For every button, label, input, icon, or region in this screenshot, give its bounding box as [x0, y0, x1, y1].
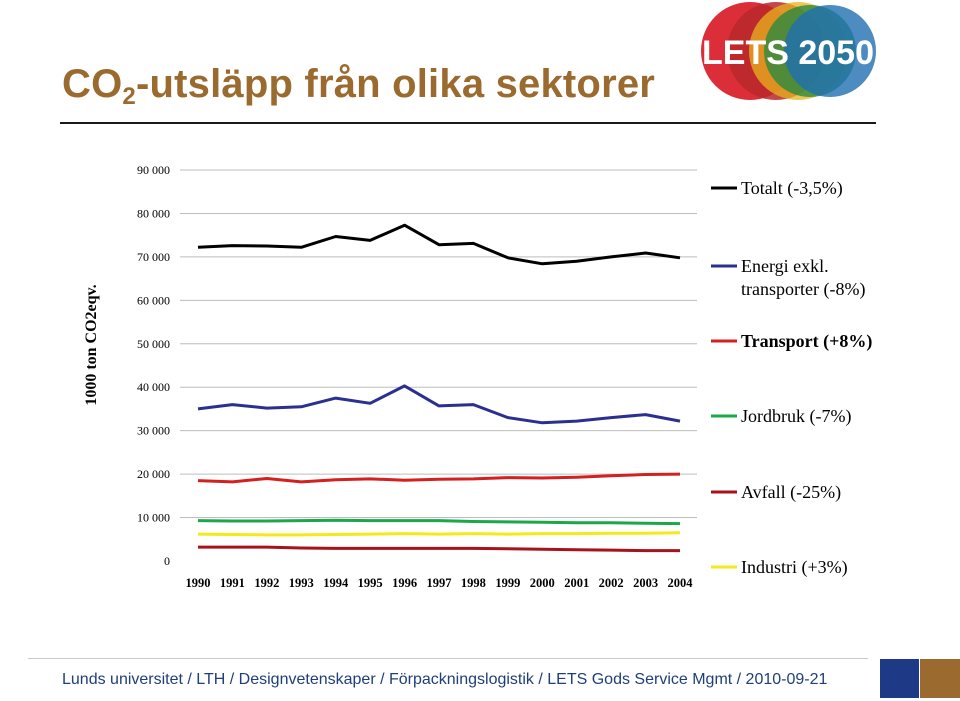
footer-divider: [28, 658, 868, 659]
x-tick-label: 2002: [599, 576, 624, 590]
y-tick-label: 70 000: [137, 250, 170, 264]
y-axis-label: 1000 ton CO2eqv.: [83, 284, 100, 405]
lets-2050-logo: LETS 2050: [701, 2, 876, 100]
y-tick-label: 50 000: [137, 337, 170, 351]
legend-label: Industri (+3%): [741, 557, 848, 578]
x-tick-label: 1999: [495, 576, 520, 590]
x-tick-label: 2003: [633, 576, 658, 590]
y-tick-label: 40 000: [137, 380, 170, 394]
x-tick-labels: 1990 1991 1992 1993 1994 1995 1996 1997 1998 1999…: [186, 576, 694, 590]
series-line: [197, 531, 681, 537]
x-tick-label: 1996: [392, 576, 417, 590]
x-tick-label: 1997: [427, 576, 452, 590]
x-tick-label: 2004: [668, 576, 694, 590]
series-line: [197, 384, 681, 425]
legend-label: transporter (-8%): [741, 279, 865, 300]
legend-label: Avfall (-25%): [741, 482, 841, 503]
y-tick-label: 80 000: [137, 206, 170, 220]
x-tick-label: 1995: [358, 576, 383, 590]
logo-ring-blue: [784, 5, 876, 97]
series-line: [197, 472, 681, 484]
legend-label: Transport (+8%): [741, 331, 872, 352]
legend-label: Energi exkl.: [741, 256, 829, 276]
y-tick-label: 20 000: [137, 467, 170, 481]
x-tick-label: 2001: [564, 576, 589, 590]
series-line: [197, 223, 681, 266]
y-tick-label: 30 000: [137, 424, 170, 438]
y-tick-label: 60 000: [137, 293, 170, 307]
x-tick-label: 1994: [323, 576, 349, 590]
series-line: [198, 545, 680, 553]
x-tick-label: 2000: [530, 576, 555, 590]
chart-legend: Totalt (-3,5%) Energi exkl. transporter (-…: [711, 178, 872, 578]
corner-block-brown: [920, 659, 960, 698]
x-tick-label: 1991: [220, 576, 245, 590]
x-tick-label: 1992: [254, 576, 279, 590]
y-tick-labels: 0 10 000 20 000 30 000 40 000 50 000 60 000 70 …: [137, 163, 170, 568]
logo-text: LETS 2050: [702, 34, 874, 72]
corner-block-blue: [880, 659, 919, 698]
x-tick-label: 1998: [461, 576, 486, 590]
title-subscript: 2: [122, 83, 136, 110]
x-tick-label: 1990: [186, 576, 211, 590]
y-tick-label: 10 000: [137, 511, 170, 525]
slide-title: CO2-utsläpp från olika sektorer: [62, 62, 655, 111]
chart-series: [197, 223, 681, 553]
chart-grid: [180, 169, 697, 519]
series-line: [197, 518, 681, 526]
y-tick-label: 90 000: [137, 163, 170, 177]
legend-label: Totalt (-3,5%): [741, 178, 843, 199]
y-tick-label: 0: [164, 554, 170, 568]
legend-label: Jordbruk (-7%): [741, 406, 851, 427]
title-co: CO: [62, 62, 123, 106]
title-rest: -utsläpp från olika sektorer: [135, 62, 656, 106]
title-divider: [60, 122, 876, 124]
footer-text: Lunds universitet / LTH / Designvetenska…: [62, 671, 828, 688]
x-tick-label: 1993: [289, 576, 314, 590]
